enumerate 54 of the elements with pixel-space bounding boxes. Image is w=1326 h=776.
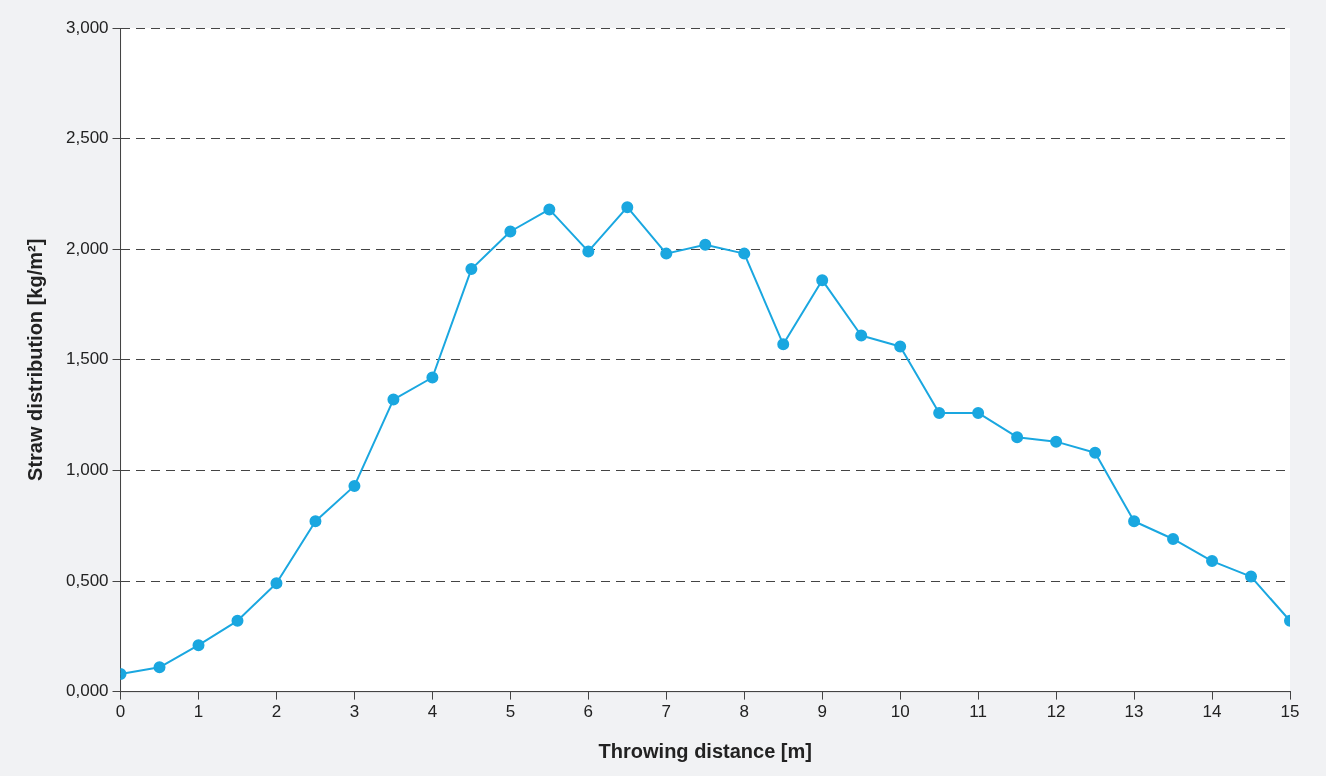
point (1050, 435, 1063, 448)
y-tick-label: 2,000 (65, 238, 109, 258)
point (348, 479, 361, 492)
point (894, 340, 907, 353)
x-tick-label: 5 (505, 702, 516, 722)
point (582, 245, 595, 258)
x-tick-label: 7 (661, 702, 672, 722)
point (504, 225, 517, 238)
point (621, 201, 634, 214)
y-tick-label: 1,500 (65, 349, 109, 369)
point (660, 247, 673, 260)
point (1167, 532, 1180, 545)
point (192, 639, 205, 652)
point (153, 661, 166, 674)
x-tick-label: 6 (583, 702, 594, 722)
point (1128, 515, 1141, 528)
y-tick-label: 2,500 (65, 128, 109, 148)
y-tick-label: 0,500 (65, 570, 109, 590)
point (1011, 431, 1024, 444)
point (777, 338, 790, 351)
point (738, 247, 751, 260)
y-tick-label: 3,000 (65, 17, 109, 37)
point (387, 393, 400, 406)
point (933, 406, 946, 419)
x-tick-label: 4 (427, 702, 438, 722)
x-tick-label: 9 (817, 702, 827, 722)
x-tick-label: 11 (969, 702, 987, 722)
point (543, 203, 556, 216)
y-axis-title: Straw distribution [kg/m²] (23, 238, 46, 481)
point (1206, 555, 1219, 568)
point (309, 515, 322, 528)
x-tick-label: 1 (193, 702, 204, 722)
x-tick-label: 15 (1280, 702, 1300, 722)
point (270, 577, 283, 590)
y-tick-label: 1,000 (65, 460, 109, 480)
x-tick-label: 3 (349, 702, 360, 722)
point (1089, 446, 1102, 459)
point (816, 274, 829, 287)
point (231, 614, 244, 627)
point (1245, 570, 1258, 583)
x-tick-label: 8 (739, 702, 749, 722)
x-tick-label: 14 (1202, 702, 1222, 722)
point (855, 329, 868, 342)
x-tick-label: 12 (1046, 702, 1066, 722)
point (465, 263, 478, 276)
point (426, 371, 439, 384)
x-tick-label: 10 (890, 702, 910, 722)
x-tick-label: 13 (1124, 702, 1144, 722)
x-axis-title: Throwing distance [m] (598, 739, 812, 762)
point (972, 406, 985, 419)
x-tick-label: 2 (271, 702, 282, 722)
point (699, 238, 712, 251)
y-tick-label: 0,000 (65, 681, 109, 701)
x-tick-label: 0 (115, 702, 126, 722)
